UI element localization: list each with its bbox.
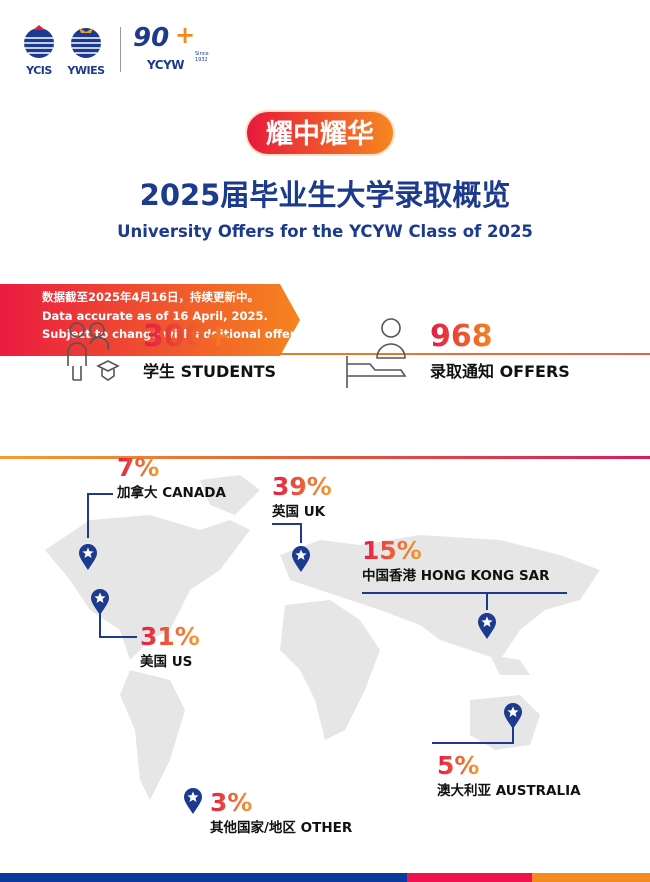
other-pin-icon <box>183 787 203 815</box>
australia-percent: 5% <box>437 751 480 780</box>
page-title: 2025届毕业生大学录取概览 <box>139 178 511 212</box>
person-offer-icon <box>345 316 417 392</box>
other-label: 其他国家/地区 OTHER <box>210 820 353 836</box>
us-leader-line <box>99 612 101 637</box>
uk-label: 英国 UK <box>272 504 326 520</box>
notice-line-3: Subject to change with additional offers… <box>42 327 307 341</box>
uk-leader-line-h <box>272 523 302 525</box>
students-label: 学生 STUDENTS <box>143 362 277 381</box>
ycis-logo: YCIS <box>20 22 58 77</box>
hk-pin-icon <box>477 612 497 640</box>
notice-line-2: Data accurate as of 16 April, 2025. <box>42 309 268 323</box>
students-count: 300+ <box>143 319 231 354</box>
footer-bar-blue <box>0 873 407 882</box>
logo-divider <box>120 27 121 72</box>
footer-bar-red <box>407 873 532 882</box>
us-leader-line-h <box>99 636 137 638</box>
notice-banner <box>0 284 300 356</box>
hk-percent: 15% <box>362 536 422 565</box>
canada-pin-icon <box>78 543 98 571</box>
us-percent: 31% <box>140 622 200 651</box>
canada-leader-line <box>87 493 89 538</box>
au-leader-line <box>512 727 514 743</box>
page-subtitle: University Offers for the YCYW Class of … <box>117 222 533 241</box>
notice-line-1: 数据截至2025年4月16日，持续更新中。 <box>42 290 260 304</box>
hk-leader-line-h <box>362 592 567 594</box>
world-map <box>45 475 600 800</box>
australia-pin-icon <box>503 702 523 730</box>
uk-pin-icon <box>291 545 311 573</box>
students-graduation-icon <box>64 318 124 392</box>
us-pin-icon <box>90 588 110 616</box>
notice-line <box>280 353 650 355</box>
australia-label: 澳大利亚 AUSTRALIA <box>437 783 581 799</box>
offers-label: 录取通知 OFFERS <box>430 362 570 381</box>
us-label: 美国 US <box>140 654 193 670</box>
offers-count: 968 <box>430 319 493 354</box>
hk-leader-line <box>486 592 488 610</box>
section-divider <box>0 456 650 459</box>
uk-leader-line <box>300 523 302 543</box>
au-leader-line-h <box>432 742 514 744</box>
ycyw-90-logo: 90 + YCYW Since 1932 <box>133 21 209 72</box>
plus-icon: + <box>175 21 196 49</box>
canada-label: 加拿大 CANADA <box>117 485 226 501</box>
uk-percent: 39% <box>272 472 332 501</box>
badge: 耀中耀华 <box>245 110 395 156</box>
hk-label: 中国香港 HONG KONG SAR <box>362 568 550 584</box>
footer-bar-orange <box>532 873 650 882</box>
other-percent: 3% <box>210 788 253 817</box>
canada-leader-line-h <box>87 493 113 495</box>
ywies-logo: YWIES <box>66 22 106 77</box>
canada-percent: 7% <box>117 453 160 482</box>
